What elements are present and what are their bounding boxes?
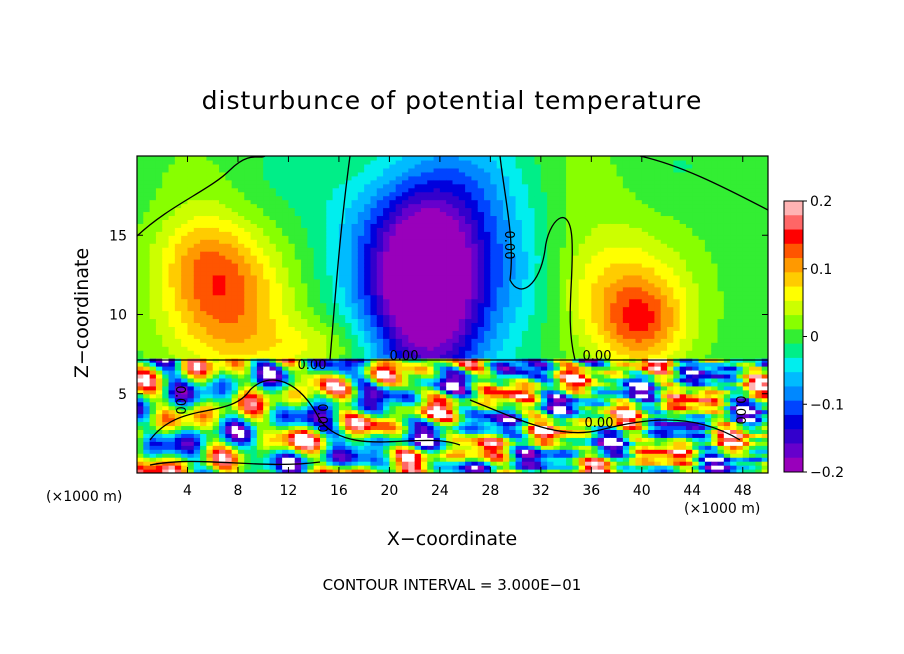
x-tick-label: 24 — [431, 483, 449, 499]
colorbar-swatch — [784, 272, 803, 288]
colorbar-swatch — [784, 201, 803, 216]
colorbar-swatch — [784, 315, 803, 330]
contour-line — [469, 399, 741, 441]
y-tick-label: 5 — [118, 387, 127, 403]
x-tick-label: 28 — [481, 483, 499, 499]
colorbar-swatch — [784, 400, 803, 416]
x-tick-label: 44 — [683, 483, 701, 499]
colorbar-swatch — [784, 329, 803, 345]
contour-interval-note: CONTOUR INTERVAL = 3.000E−01 — [322, 576, 582, 594]
y-tick-label: 15 — [109, 228, 127, 244]
y-axis: 5 10 15 — [109, 228, 768, 403]
colorbar-swatch — [784, 215, 803, 231]
contour-line — [149, 379, 461, 446]
z-axis-label: Z−coordinate — [71, 247, 93, 379]
x-tick-label: 12 — [280, 483, 298, 499]
colorbar-swatch — [784, 286, 803, 302]
contour-label: 0.00 — [390, 349, 419, 364]
colorbar-tick-label: 0.2 — [810, 194, 832, 210]
colorbar-swatch — [784, 300, 803, 316]
x-tick-label: 32 — [532, 483, 550, 499]
x-axis-label: X−coordinate — [386, 528, 518, 550]
x-unit-label-right: (×1000 m) — [684, 501, 761, 517]
colorbar-swatch — [784, 343, 803, 359]
contour-line — [329, 156, 351, 361]
colorbar-swatch — [784, 258, 803, 273]
colorbar-swatch — [784, 386, 803, 402]
contour-label: 0.00 — [501, 231, 516, 260]
contour-label: 0.00 — [298, 358, 327, 373]
contour-label: 0.00 — [732, 396, 747, 425]
colorbar-swatch — [784, 429, 803, 444]
contour-label: 0.00 — [583, 349, 612, 364]
y-tick-label: 10 — [109, 308, 127, 324]
colorbar-tick-label: −0.1 — [810, 397, 844, 413]
x-tick-label: 8 — [233, 483, 242, 499]
contour-line — [639, 156, 768, 211]
heatmap-field — [137, 156, 768, 473]
colorbar-swatch — [784, 414, 803, 430]
contour-line — [499, 156, 576, 361]
colorbar-swatch — [784, 372, 803, 387]
colorbar-tick-label: 0.1 — [810, 262, 832, 278]
colorbar: 0.2 0.1 0 −0.1 −0.2 — [783, 194, 844, 481]
colorbar-swatch — [784, 229, 803, 245]
x-tick-label: 48 — [734, 483, 752, 499]
contour-line — [149, 460, 321, 466]
x-tick-label: 4 — [183, 483, 192, 499]
x-tick-label: 16 — [330, 483, 348, 499]
colorbar-swatch — [784, 457, 803, 473]
contour-label-group: 0.00 0.00 0.00 0.00 0.00 0.00 0.00 0.00 — [172, 231, 747, 433]
contour-label: 0.00 — [172, 386, 187, 415]
x-tick-label: 20 — [380, 483, 398, 499]
colorbar-tick-label: 0 — [810, 330, 819, 346]
x-tick-label: 40 — [633, 483, 651, 499]
chart-title: disturbunce of potential temperature — [201, 86, 703, 115]
contour-line — [137, 156, 266, 237]
x-unit-label-left: (×1000 m) — [46, 489, 123, 505]
colorbar-tick-label: −0.2 — [810, 465, 844, 481]
colorbar-swatch — [784, 357, 803, 373]
x-tick-label: 36 — [582, 483, 600, 499]
contour-label: 0.00 — [585, 416, 614, 431]
x-axis: 4 8 12 16 20 24 28 32 36 40 44 48 — [183, 156, 752, 499]
contour-label: 0.00 — [314, 404, 329, 433]
colorbar-swatch — [784, 443, 803, 459]
colorbar-swatch — [784, 243, 803, 259]
contour-lines — [137, 156, 768, 466]
